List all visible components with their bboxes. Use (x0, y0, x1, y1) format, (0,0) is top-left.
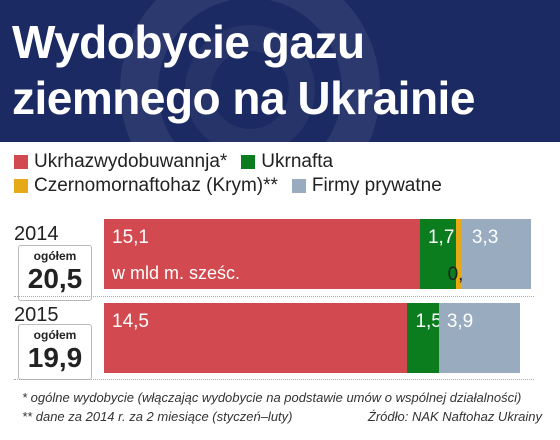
total-box-2014: ogółem 20,5 (18, 245, 92, 301)
footnote-2: ** dane za 2014 r. za 2 miesiące (stycze… (22, 409, 293, 424)
total-box-2015: ogółem 19,9 (18, 324, 92, 380)
segment-ukrnafta-2014 (419, 219, 456, 289)
segment-ukrhazwydobuwannja-2015 (104, 303, 408, 373)
total-label: ogółem (33, 249, 77, 263)
legend-swatch (14, 179, 28, 193)
legend-swatch (14, 155, 28, 169)
data-label: 3,3 (471, 227, 499, 248)
year-block-2015: 2015 (14, 304, 104, 326)
legend-item-czernomornaftohaz: Czernomornaftohaz (Krym)** (14, 175, 278, 197)
footnotes: * ogólne wydobycie (włączając wydobycie … (22, 388, 542, 426)
header-banner: Wydobycie gazu ziemnego na Ukrainie (0, 0, 560, 142)
year-label: 2015 (14, 304, 59, 326)
data-label: 3,9 (446, 311, 474, 332)
data-label: 15,1 (112, 227, 149, 248)
legend-label: Ukrhazwydobuwannja* (34, 151, 228, 172)
data-label: 1,7 (427, 227, 455, 248)
legend-label: Firmy prywatne (311, 175, 442, 196)
legend-row-2: Czernomornaftohaz (Krym)** Firmy prywatn… (14, 174, 554, 198)
legend-label: Ukrnafta (261, 151, 334, 172)
data-label: 14,5 (112, 311, 149, 332)
footnote-1: * ogólne wydobycie (włączając wydobycie … (22, 390, 522, 405)
legend-swatch (241, 155, 256, 169)
footnote-row: ** dane za 2014 r. za 2 miesiące (stycze… (22, 407, 542, 426)
segment-firmy-prywatne-2014 (461, 219, 531, 289)
row-divider (14, 379, 534, 380)
segment-czernomornaftohaz-2014 (455, 219, 462, 289)
label-leader-line (457, 271, 460, 289)
row-divider (14, 296, 534, 297)
total-value: 20,5 (27, 263, 83, 294)
segment-firmy-prywatne-2015 (438, 303, 521, 373)
year-label: 2014 (14, 223, 59, 245)
total-label: ogółem (33, 328, 77, 342)
segment-ukrhazwydobuwannja-2014 (104, 219, 420, 289)
year-block-2014: 2014 (14, 223, 104, 245)
legend-swatch (291, 179, 306, 193)
legend-item-ukrnafta: Ukrnafta (241, 151, 333, 173)
legend-item-ukrhazwydobuwannja: Ukrhazwydobuwannja* (14, 151, 227, 173)
total-value: 19,9 (27, 342, 83, 373)
unit-note: w mld m. sześc. (112, 263, 241, 283)
data-label: 1,5 (415, 311, 442, 332)
source-label: Źródło: NAK Naftohaz Ukrainy (367, 409, 542, 424)
chart-title: Wydobycie gazu ziemnego na Ukrainie (12, 16, 475, 124)
legend: Ukrhazwydobuwannja* Ukrnafta Czernomorna… (14, 150, 554, 198)
legend-label: Czernomornaftohaz (Krym)** (34, 175, 278, 196)
legend-row-1: Ukrhazwydobuwannja* Ukrnafta (14, 150, 554, 174)
segment-ukrnafta-2015 (407, 303, 439, 373)
legend-item-firmy-prywatne: Firmy prywatne (291, 175, 442, 197)
